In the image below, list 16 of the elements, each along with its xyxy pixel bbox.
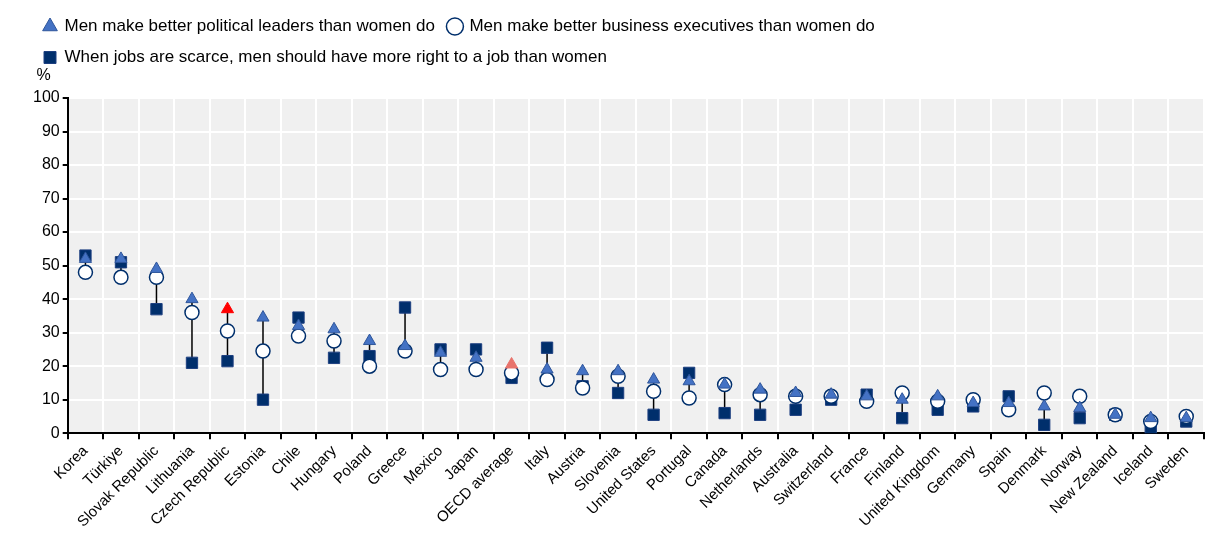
y-tick-label: 0 bbox=[50, 423, 60, 441]
y-tick-label: 100 bbox=[32, 88, 60, 106]
y-axis-title: % bbox=[36, 66, 51, 84]
y-tick-label: 50 bbox=[41, 256, 60, 274]
y-tick-label: 60 bbox=[41, 222, 60, 240]
x-tick-label: Italy bbox=[520, 441, 553, 474]
y-tick-label: 10 bbox=[41, 390, 60, 408]
legend-label: When jobs are scarce, men should have more right to a job than women bbox=[64, 47, 607, 67]
y-tick-label: 30 bbox=[41, 323, 60, 341]
y-tick-label: 40 bbox=[41, 289, 60, 307]
legend-label: Men make better political leaders than women do bbox=[64, 16, 435, 36]
y-tick-label: 20 bbox=[41, 356, 60, 374]
legend-label: Men make better business executives than women do bbox=[469, 16, 875, 36]
y-tick-label: 90 bbox=[41, 121, 60, 139]
y-tick-label: 80 bbox=[41, 155, 60, 173]
y-tick-label: 70 bbox=[41, 188, 60, 206]
